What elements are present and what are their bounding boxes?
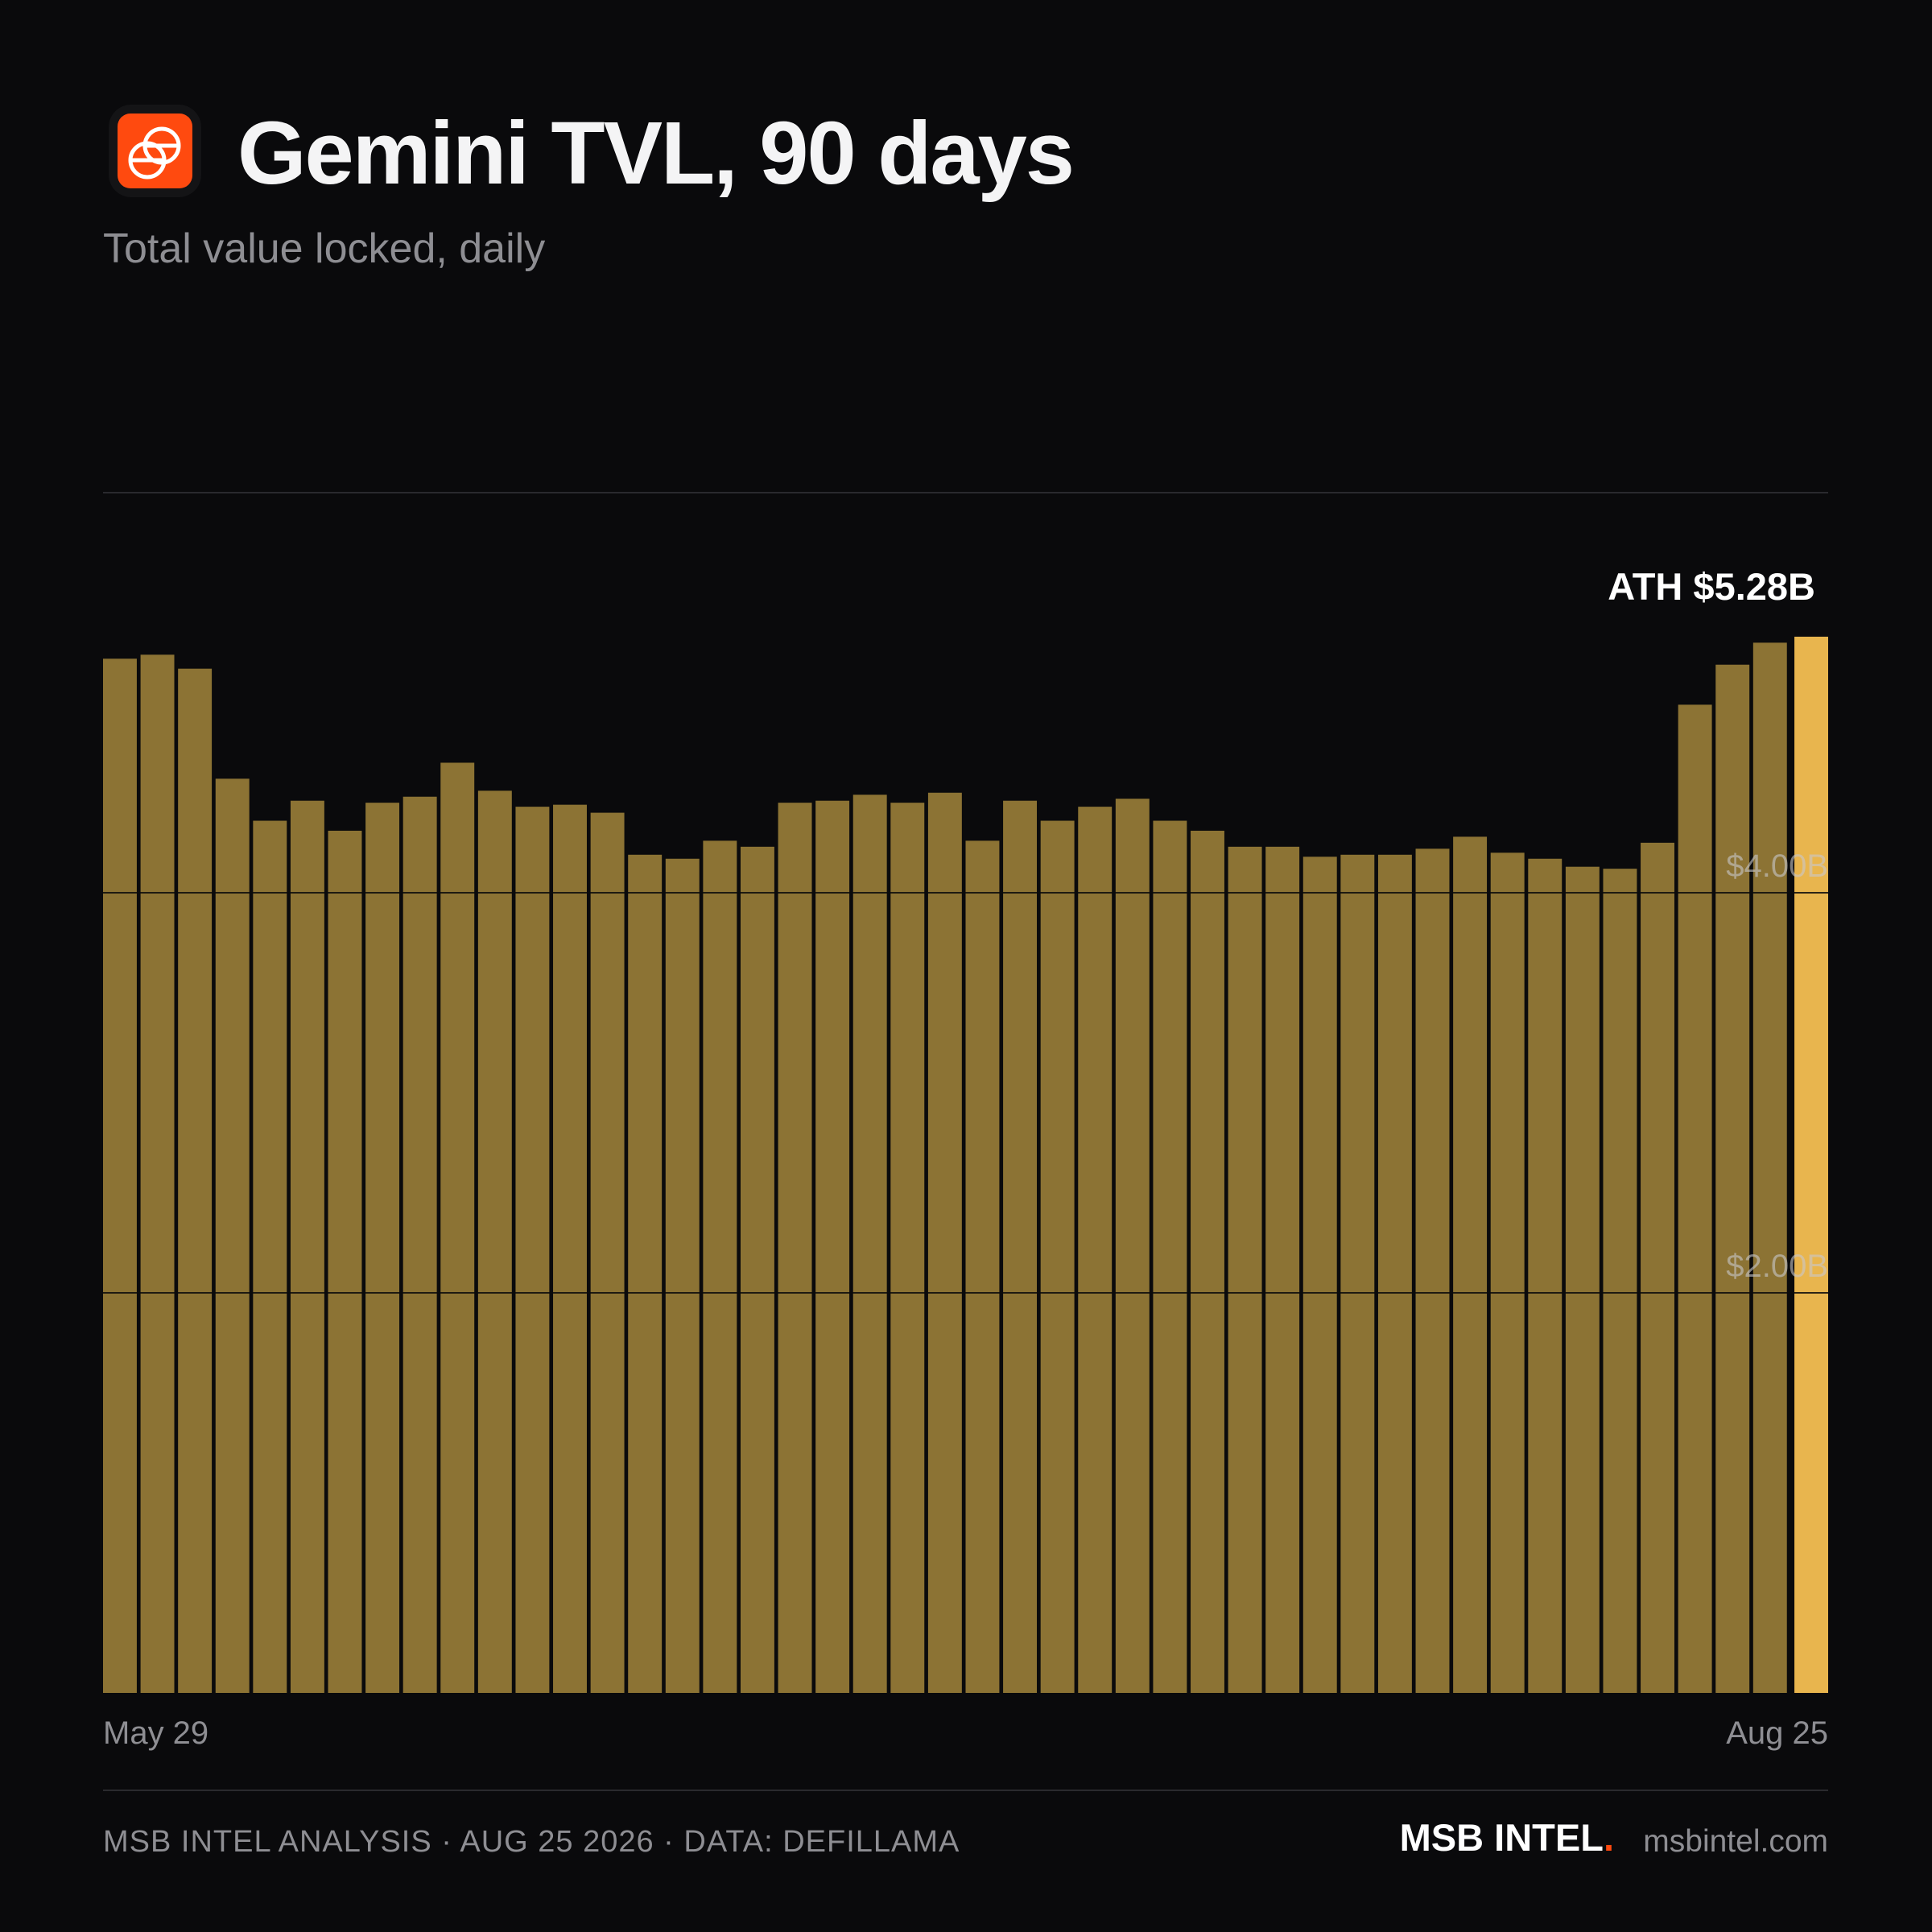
bar bbox=[1340, 854, 1375, 1693]
bar bbox=[815, 800, 850, 1694]
bar bbox=[1715, 664, 1750, 1694]
bar bbox=[1302, 857, 1337, 1693]
bar bbox=[553, 804, 587, 1694]
bar bbox=[852, 795, 887, 1693]
logo bbox=[109, 105, 201, 197]
bar bbox=[1153, 820, 1187, 1693]
bar bbox=[1078, 807, 1113, 1693]
bar bbox=[365, 803, 400, 1693]
bar bbox=[440, 762, 475, 1693]
ath-annotation: ATH $5.28B bbox=[1608, 565, 1815, 608]
bar bbox=[1265, 846, 1300, 1693]
x-tick-label: Aug 25 bbox=[1726, 1715, 1828, 1751]
y-tick-label: $4.00B bbox=[1726, 848, 1828, 884]
bar bbox=[290, 800, 324, 1694]
bar bbox=[103, 658, 137, 1693]
grid: $2.00B $4.00B bbox=[103, 848, 1828, 1294]
bar bbox=[328, 830, 362, 1693]
bar bbox=[703, 840, 737, 1693]
bar bbox=[1377, 854, 1412, 1693]
bar bbox=[740, 846, 774, 1693]
chart-title: Gemini TVL, 90 days bbox=[237, 104, 1073, 203]
bar bbox=[1040, 820, 1075, 1693]
bar bbox=[1191, 830, 1224, 1693]
bar bbox=[178, 668, 213, 1694]
bar bbox=[965, 840, 1000, 1693]
bar bbox=[1115, 799, 1150, 1693]
bar bbox=[1752, 642, 1787, 1693]
bar bbox=[1603, 869, 1637, 1693]
bar bbox=[1228, 846, 1262, 1693]
bar bbox=[1565, 866, 1600, 1693]
bar bbox=[927, 792, 962, 1693]
bar bbox=[1794, 636, 1828, 1694]
bars bbox=[103, 636, 1828, 1694]
bar bbox=[890, 803, 925, 1693]
bar bbox=[778, 803, 812, 1693]
bar bbox=[1003, 800, 1038, 1694]
bar bbox=[665, 858, 700, 1693]
bar bbox=[1678, 704, 1712, 1694]
bar bbox=[1528, 858, 1563, 1693]
chart-subtitle: Total value locked, daily bbox=[103, 225, 545, 272]
bar bbox=[253, 820, 287, 1693]
bar bbox=[515, 807, 550, 1693]
bar bbox=[1490, 852, 1525, 1693]
bar bbox=[1641, 842, 1674, 1693]
footer-url: msbintel.com bbox=[1643, 1824, 1828, 1859]
bar bbox=[402, 796, 437, 1693]
brand-mark: . bbox=[1604, 1816, 1614, 1859]
bar bbox=[215, 778, 250, 1693]
bar bbox=[1415, 848, 1450, 1693]
footer-source: MSB INTEL ANALYSIS · AUG 25 2026 · DATA:… bbox=[103, 1825, 960, 1859]
bar bbox=[477, 791, 512, 1693]
bar bbox=[590, 812, 625, 1693]
brand-name: MSB INTEL bbox=[1400, 1816, 1604, 1859]
bar bbox=[1453, 836, 1488, 1693]
bar bbox=[140, 654, 175, 1694]
footer-brand: MSB INTEL. bbox=[1400, 1816, 1614, 1859]
x-tick-label: May 29 bbox=[103, 1715, 208, 1751]
bar bbox=[628, 854, 663, 1693]
y-tick-label: $2.00B bbox=[1726, 1249, 1828, 1284]
